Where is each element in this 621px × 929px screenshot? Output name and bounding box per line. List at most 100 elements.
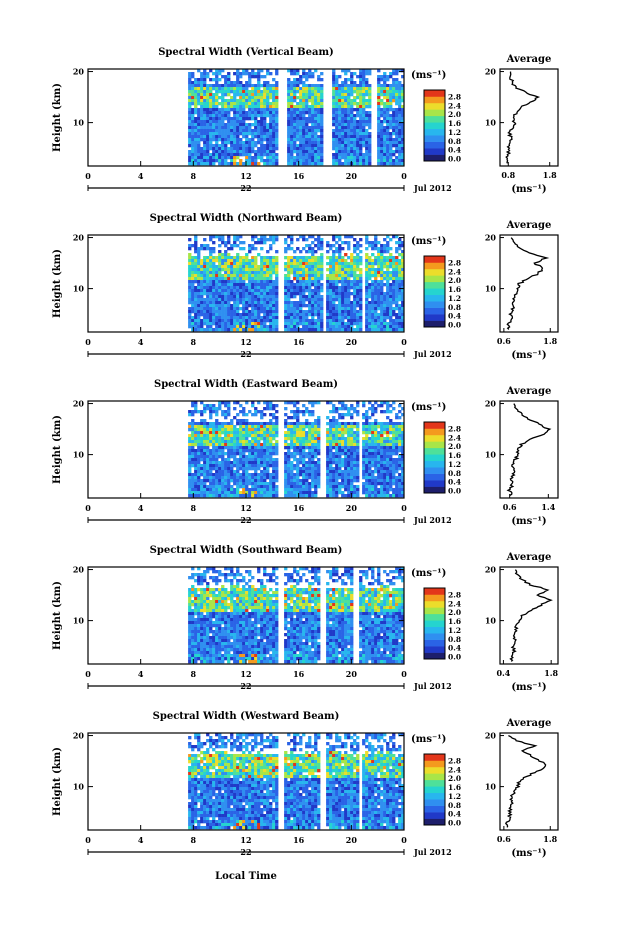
heatmap-cell <box>305 479 309 483</box>
heatmap-cell <box>206 470 210 474</box>
heatmap-cell <box>347 247 351 251</box>
heatmap-cell <box>269 301 273 305</box>
heatmap-cell <box>314 307 318 311</box>
heatmap-cell <box>383 295 387 299</box>
heatmap-cell <box>353 283 357 287</box>
colorbar-swatch <box>424 294 445 302</box>
colorbar-tick-label: 0.8 <box>448 303 461 312</box>
heatmap-cell <box>380 84 384 88</box>
heatmap-cell <box>320 271 324 275</box>
heatmap-cell <box>227 141 231 145</box>
heatmap-cell <box>200 422 204 426</box>
heatmap-cell <box>353 72 357 76</box>
heatmap-cell <box>296 419 300 423</box>
heatmap-cell <box>227 470 231 474</box>
heatmap-cell <box>386 322 390 326</box>
heatmap-cell <box>314 455 318 459</box>
heatmap-cell <box>230 256 234 260</box>
heatmap-cell <box>218 310 222 314</box>
heatmap-cell <box>377 298 381 302</box>
heatmap-cell <box>293 292 297 296</box>
heatmap-cell <box>248 310 252 314</box>
heatmap-cell <box>224 434 228 438</box>
heatmap-cell <box>308 256 312 260</box>
heatmap-cell <box>392 129 396 133</box>
heatmap-cell <box>332 289 336 293</box>
heatmap-cell <box>188 111 192 115</box>
heatmap-cell <box>290 443 294 447</box>
heatmap-cell <box>341 126 345 130</box>
heatmap-cell <box>332 141 336 145</box>
heatmap-cell <box>203 307 207 311</box>
heatmap-cell <box>230 90 234 94</box>
heatmap-cell <box>266 437 270 441</box>
heatmap-cell <box>365 105 369 109</box>
heatmap-cell <box>362 78 366 82</box>
heatmap-cell <box>254 268 258 272</box>
heatmap-cell <box>194 120 198 124</box>
heatmap-cell <box>218 455 222 459</box>
heatmap-cell <box>215 235 219 239</box>
heatmap-cell <box>359 144 363 148</box>
heatmap-cell <box>251 446 255 450</box>
heatmap-cell <box>233 156 237 160</box>
heatmap-cell <box>335 138 339 142</box>
heatmap-cell <box>197 325 201 329</box>
heatmap-cell <box>314 162 318 166</box>
heatmap-cell <box>251 440 255 444</box>
heatmap-cell <box>260 93 264 97</box>
heatmap-cell <box>224 401 228 405</box>
heatmap-cell <box>212 117 216 121</box>
heatmap-cell <box>236 117 240 121</box>
heatmap-cell <box>338 289 342 293</box>
heatmap-cell <box>287 120 291 124</box>
heatmap-cell <box>314 422 318 426</box>
heatmap-cell <box>317 425 321 429</box>
heatmap-cell <box>314 449 318 453</box>
heatmap-cell <box>311 93 315 97</box>
heatmap-cell <box>359 111 363 115</box>
heatmap-cell <box>377 159 381 163</box>
heatmap-cell <box>242 120 246 124</box>
heatmap-cell <box>275 485 279 489</box>
heatmap-cell <box>254 141 258 145</box>
heatmap-cell <box>245 289 249 293</box>
heatmap-cell <box>203 114 207 118</box>
heatmap-cell <box>398 141 402 145</box>
heatmap-cell <box>266 69 270 73</box>
heatmap-cell <box>248 247 252 251</box>
heatmap-cell <box>395 90 399 94</box>
heatmap-cell <box>197 135 201 139</box>
heatmap-cell <box>287 482 291 486</box>
heatmap-cell <box>290 238 294 242</box>
heatmap-cell <box>314 328 318 332</box>
heatmap-cell <box>311 132 315 136</box>
heatmap-cell <box>308 449 312 453</box>
heatmap-cell <box>347 322 351 326</box>
heatmap-cell <box>269 132 273 136</box>
heatmap-cell <box>383 310 387 314</box>
heatmap-cell <box>356 301 360 305</box>
average-y-tick-label: 10 <box>485 284 497 294</box>
heatmap-cell <box>224 328 228 332</box>
heatmap-cell <box>338 247 342 251</box>
heatmap-cell <box>263 129 267 133</box>
heatmap-cell <box>275 452 279 456</box>
heatmap-cell <box>359 262 363 266</box>
heatmap-cell <box>272 461 276 465</box>
heatmap-cell <box>209 108 213 112</box>
heatmap-cell <box>293 307 297 311</box>
heatmap-cell <box>260 235 264 239</box>
heatmap-cell <box>233 428 237 432</box>
heatmap-cell <box>395 265 399 269</box>
heatmap-cell <box>251 108 255 112</box>
heatmap-cell <box>218 69 222 73</box>
heatmap-cell <box>401 126 405 130</box>
heatmap-cell <box>269 422 273 426</box>
heatmap-cell <box>239 482 243 486</box>
heatmap-cell <box>194 274 198 278</box>
heatmap-cell <box>242 488 246 492</box>
heatmap-cell <box>398 129 402 133</box>
heatmap-cell <box>197 108 201 112</box>
heatmap-cell <box>212 425 216 429</box>
